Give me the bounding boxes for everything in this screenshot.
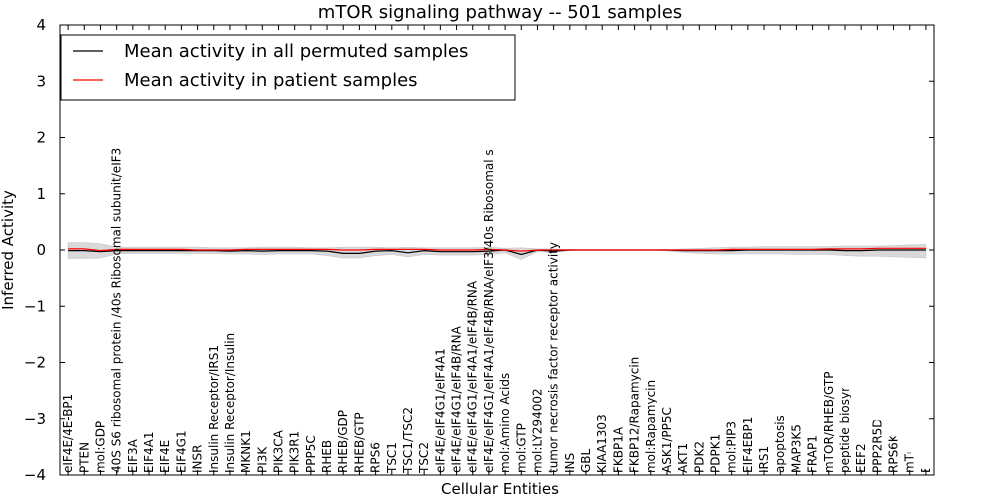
y-tick-label: −2	[24, 354, 46, 372]
x-tick-label: eIF4E/4E-BP1	[61, 394, 75, 473]
x-tick-label: eIF4E/eIF4G1/eIF4B/RNA	[450, 325, 464, 473]
x-tick-label: PPP2R5D	[870, 418, 884, 473]
x-tick-label: RPS6	[369, 442, 383, 473]
x-tick-label: FRAP1	[806, 435, 820, 473]
x-tick-label: 40S S6 ribosomal protein /40s Ribosomal …	[110, 148, 124, 473]
x-tick-label: TSC1/TSC2	[401, 407, 415, 474]
chart-title: mTOR signaling pathway -- 501 samples	[318, 2, 682, 23]
x-tick-label: peptide biosynthetic process	[838, 300, 852, 473]
y-tick-label: 4	[36, 16, 46, 34]
x-tick-label: ASK1/PP5C	[660, 407, 674, 473]
x-tick-label: MKNK1	[239, 430, 253, 473]
x-tick-label: INS	[563, 453, 577, 473]
x-tick-label: RPS6KB1	[887, 418, 901, 473]
x-tick-label: EIF4EBP1	[741, 417, 755, 473]
x-tick-label: eIF4E/eIF4G1/eIF4A1/eIF4B/RNA/eIF3/40s R…	[482, 149, 496, 473]
x-axis-label: Cellular Entities	[441, 480, 559, 498]
y-tick-label: −4	[24, 466, 46, 484]
x-tick-label: tumor necrosis factor receptor activity	[547, 242, 561, 473]
y-axis-label: Inferred Activity	[0, 190, 17, 310]
x-tick-label: EIF4A1	[142, 431, 156, 473]
x-tick-label: Insulin Receptor/IRS1	[207, 345, 221, 473]
x-tick-label: TSC1	[385, 442, 399, 474]
x-tick-label: EIF4B	[919, 439, 933, 473]
x-tick-label: mol:GDP	[93, 421, 107, 473]
x-tick-label: apoptosis	[773, 415, 787, 473]
y-tick-label: 1	[36, 185, 46, 203]
x-tick-label: Insulin Receptor/Insulin	[223, 333, 237, 473]
x-tick-label: mol:Amino Acids	[498, 373, 512, 473]
x-tick-label: AKT1	[676, 443, 690, 473]
x-tick-label: EIF4E	[158, 440, 172, 473]
legend-box	[60, 34, 516, 101]
series-line-patient	[68, 247, 926, 252]
x-tick-label: mTOR/RHEB/GTP/Raptor/GBL	[903, 299, 917, 473]
x-tick-label: eIF4E/eIF4G1/eIF4A1	[433, 348, 447, 473]
x-tick-label: mol:LY294002	[530, 388, 544, 473]
x-tick-label: PIK3CA	[272, 429, 286, 473]
y-tick-label: −1	[24, 297, 46, 315]
y-axis: −4 −3 −2 −1 0 1 2 3 4	[24, 16, 934, 484]
legend-label-permuted: Mean activity in all permuted samples	[124, 41, 468, 62]
x-tick-label: FKBP1A	[611, 426, 625, 473]
x-tick-label: eIF4E/eIF4G1/eIF4A1/eIF4B/RNA	[466, 280, 480, 473]
x-tick-label: GBL	[579, 448, 593, 473]
series-layer	[68, 247, 926, 256]
x-tick-label: EIF4G1	[174, 430, 188, 473]
x-tick-label: PDPK1	[709, 434, 723, 473]
y-tick-label: 3	[36, 72, 46, 90]
x-axis: eIF4E/4E-BP1 PTEN mol:GDP 40S S6 ribosomal …	[61, 25, 933, 475]
x-tick-label: RHEB	[320, 440, 334, 473]
x-tick-label: mol:Rapamycin	[644, 380, 658, 473]
x-tick-label: PIK3R1	[288, 431, 302, 473]
x-tick-label: PTEN	[77, 442, 91, 473]
x-tick-label: INSR	[191, 445, 205, 473]
x-tick-label: mol:GTP	[514, 423, 528, 473]
x-tick-label: MAP3K5	[789, 424, 803, 473]
x-tick-label: mTOR/RHEB/GTP/Raptor/GBL/eIF4E	[822, 262, 836, 473]
x-tick-label: TSC2	[417, 442, 431, 474]
x-tick-label: EEF2	[854, 443, 868, 473]
x-tick-label: PI3K	[255, 446, 269, 473]
y-tick-label: −3	[24, 410, 46, 428]
legend: Mean activity in all permuted samples Me…	[60, 34, 516, 101]
x-tick-label: PPP5C	[304, 435, 318, 473]
x-tick-label: EIF3A	[126, 438, 140, 473]
y-tick-label: 2	[36, 129, 46, 147]
x-tick-label: KIAA1303	[595, 414, 609, 473]
x-tick-label: RHEB/GTP	[352, 412, 366, 473]
x-tick-label: mol:PIP3	[725, 421, 739, 473]
x-tick-label: PDK2	[692, 441, 706, 473]
legend-label-patient: Mean activity in patient samples	[124, 70, 418, 91]
x-tick-label: IRS1	[757, 446, 771, 473]
y-tick-label: 0	[36, 241, 46, 259]
x-tick-label: RHEB/GDP	[336, 410, 350, 473]
x-tick-label: FKBP12/Rapamycin	[628, 357, 642, 473]
